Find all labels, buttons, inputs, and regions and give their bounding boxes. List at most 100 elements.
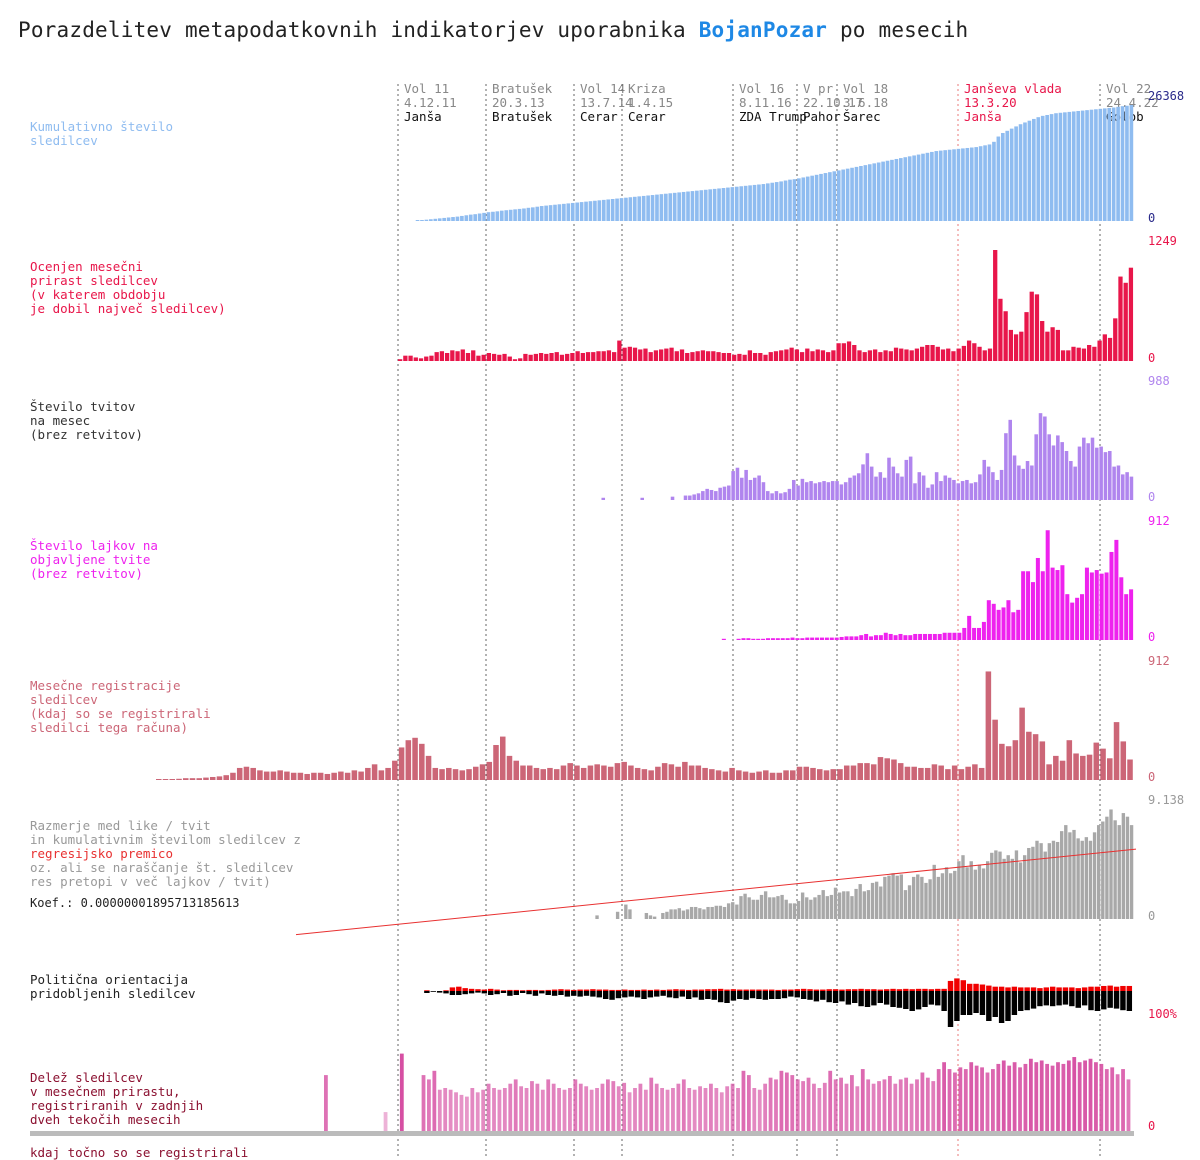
likes-bar: [1006, 600, 1011, 640]
orientation-right-bar: [609, 991, 615, 1000]
likes-bar: [1075, 597, 1080, 640]
followers-bar: [721, 188, 726, 221]
growth-bar: [1013, 334, 1019, 361]
registrations-bar: [270, 771, 277, 780]
orientation-left-bar: [507, 989, 513, 991]
share-bar: [1121, 1069, 1125, 1131]
growth-bar: [1092, 346, 1097, 361]
share-bar: [671, 1088, 675, 1131]
likes-bar: [869, 636, 874, 640]
orientation-left-bar: [590, 989, 596, 991]
followers-bar: [619, 198, 624, 221]
followers-bar: [801, 177, 806, 221]
ratio-max-label: 9.138: [1148, 793, 1184, 807]
tweets-bar: [813, 483, 818, 500]
orientation-left-bar: [481, 989, 488, 991]
orientation-right-bar: [475, 991, 481, 993]
growth-bar: [726, 353, 732, 361]
registrations-bar: [162, 779, 169, 780]
followers-bar: [1054, 113, 1058, 221]
tweets-bar: [727, 485, 731, 500]
event-name: Vol 16: [739, 81, 784, 96]
likes-bar: [1099, 573, 1104, 640]
registrations-bar: [338, 771, 344, 780]
orientation-right-bar: [1075, 991, 1081, 1008]
likes-bar: [1129, 589, 1134, 640]
orientation-right-bar: [532, 991, 539, 996]
followers-bar: [819, 173, 823, 221]
share-bar: [437, 1089, 442, 1131]
tweets-bar: [982, 459, 987, 500]
likes-bar: [1109, 551, 1114, 640]
ratio-bar: [1043, 851, 1047, 919]
orientation-left-bar: [845, 989, 852, 991]
tweets-bar: [683, 495, 688, 500]
ratio-min-label: 0: [1148, 909, 1155, 923]
ratio-bar: [1101, 821, 1105, 919]
orientation-left-bar: [807, 989, 813, 991]
registrations-bar: [169, 779, 176, 780]
followers-bar: [513, 209, 517, 221]
registrations-bar: [297, 772, 304, 780]
followers-bar: [814, 174, 819, 221]
likes-bar: [805, 637, 810, 640]
registrations-bar: [843, 765, 850, 780]
likes-bar: [888, 633, 893, 640]
orientation-right-bar: [685, 991, 692, 999]
orientation-right-bar: [1088, 991, 1094, 1011]
growth-bar: [1029, 291, 1034, 361]
orientation-left-bar: [1107, 985, 1113, 991]
ratio-bar: [977, 864, 982, 919]
growth-bar: [502, 353, 507, 361]
ratio-bar: [1059, 831, 1064, 919]
ratio-bar: [936, 876, 941, 919]
orientation-right-bar: [915, 991, 922, 1010]
share-bar: [839, 1077, 843, 1131]
tweets-bar: [1047, 434, 1051, 500]
orientation-left-bar: [1037, 988, 1043, 991]
orientation-left-bar: [724, 989, 730, 991]
tweets-bar: [926, 487, 930, 500]
growth-bar: [580, 353, 585, 361]
registrations-bar: [425, 755, 432, 780]
likes-bar: [981, 621, 986, 640]
followers-bar: [761, 184, 766, 221]
registrations-bar: [911, 766, 917, 780]
registrations-bar: [1066, 740, 1073, 780]
followers-bar: [526, 207, 531, 221]
followers-bar: [876, 162, 881, 221]
registrations-bar: [257, 770, 263, 780]
share-bar: [1056, 1062, 1060, 1131]
followers-bar: [420, 220, 424, 221]
growth-bar: [570, 353, 575, 361]
growth-bar: [450, 350, 455, 361]
share-bar: [1066, 1060, 1071, 1131]
ratio-bar: [743, 893, 747, 919]
followers-bar: [601, 199, 606, 221]
orientation-left-bar: [992, 986, 998, 991]
registrations-bar: [601, 765, 607, 780]
event-date: 20.3.13: [492, 95, 545, 110]
followers-bar: [930, 151, 934, 221]
orientation-right-bar: [1113, 991, 1120, 1009]
orientation-left-bar: [966, 983, 973, 991]
tweets-bar: [991, 472, 995, 500]
registrations-bar: [1032, 734, 1039, 780]
share-bar: [828, 1070, 833, 1131]
share-bar: [535, 1083, 540, 1131]
followers-bar: [774, 182, 779, 221]
title-username[interactable]: BojanPozar: [698, 18, 828, 42]
followers-bar: [828, 172, 832, 221]
likes-bar: [908, 635, 913, 640]
growth-bar: [632, 347, 638, 361]
orientation-left-bar: [1062, 987, 1069, 991]
registrations-bar: [810, 767, 816, 780]
tweets-bar: [735, 467, 740, 500]
growth-bar: [685, 353, 690, 361]
growth-bar: [737, 353, 742, 361]
event-date: 4.12.11: [404, 95, 457, 110]
followers-bar: [730, 187, 735, 221]
followers-bar: [805, 176, 810, 221]
growth-bar: [977, 346, 982, 361]
followers-bar: [770, 182, 775, 221]
